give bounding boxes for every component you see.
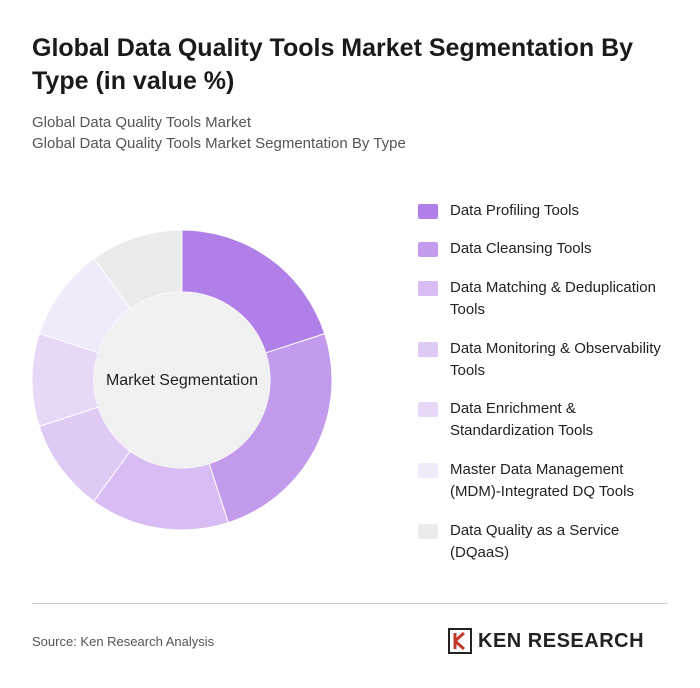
- donut-hole: [94, 292, 270, 468]
- legend-label: Data Cleansing Tools: [450, 240, 592, 257]
- legend-item: Data Cleansing Tools: [418, 238, 672, 260]
- legend-label: Data Quality as a Service (DQaaS): [450, 522, 620, 561]
- subtitle: Global Data Quality Tools Market: [32, 114, 251, 131]
- divider: [32, 603, 668, 604]
- legend-swatch: [418, 204, 438, 219]
- logo: KEN RESEARCH: [448, 628, 644, 654]
- legend-item: Master Data Management (MDM)-Integrated …: [418, 459, 672, 503]
- legend-swatch: [418, 463, 438, 478]
- legend-label: Data Matching & Deduplication Tools: [450, 279, 656, 318]
- legend-item: Data Matching & Deduplication Tools: [418, 277, 672, 321]
- logo-icon: [448, 628, 472, 654]
- subtitle: Global Data Quality Tools Market Segment…: [32, 135, 406, 152]
- legend-item: Data Monitoring & Observability Tools: [418, 338, 672, 382]
- legend-swatch: [418, 402, 438, 417]
- legend-item: Data Quality as a Service (DQaaS): [418, 520, 672, 564]
- legend-swatch: [418, 281, 438, 296]
- legend-swatch: [418, 342, 438, 357]
- legend-swatch: [418, 242, 438, 257]
- chart-title: Global Data Quality Tools Market Segment…: [32, 34, 634, 95]
- chart: Market Segmentation: [31, 229, 333, 531]
- legend-item: Data Enrichment & Standardization Tools: [418, 398, 672, 442]
- legend-label: Data Profiling Tools: [450, 202, 579, 219]
- source: Source: Ken Research Analysis: [32, 634, 215, 649]
- logo-text: KEN RESEARCH: [478, 629, 645, 652]
- legend-label: Data Monitoring & Observability Tools: [450, 340, 661, 379]
- center-label: Market Segmentation: [106, 372, 258, 389]
- legend-label: Data Enrichment & Standardization Tools: [450, 400, 594, 439]
- legend-swatch: [418, 524, 438, 539]
- legend-label: Master Data Management (MDM)-Integrated …: [450, 461, 634, 500]
- legend-item: Data Profiling Tools: [418, 200, 672, 222]
